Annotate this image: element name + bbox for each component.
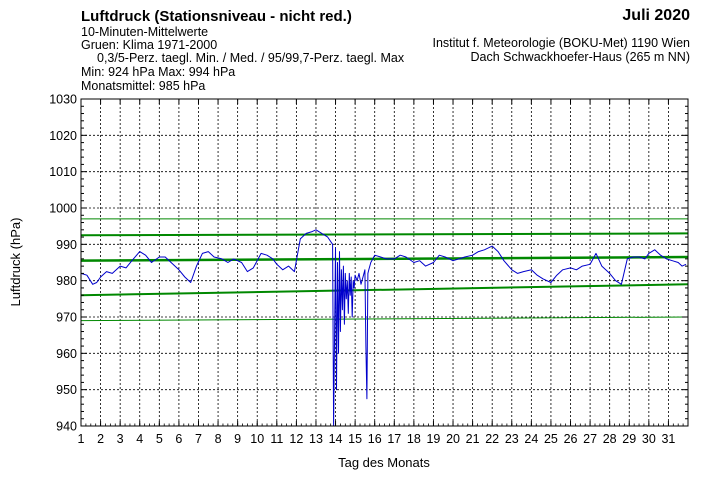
x-tick-label: 8 [215, 432, 222, 446]
chart-subtitle-climate: Gruen: Klima 1971-2000 [81, 38, 218, 52]
y-tick-label: 950 [56, 383, 77, 397]
x-tick-label: 27 [583, 432, 597, 446]
x-axis-title: Tag des Monats [338, 455, 430, 470]
y-tick-label: 1020 [49, 129, 77, 143]
institute-label: Institut f. Meteorologie (BOKU-Met) 1190… [432, 36, 690, 50]
x-tick-label: 17 [387, 432, 401, 446]
chart-grid [81, 99, 688, 426]
monthly-mean-readout: Monatsmittel: 985 hPa [81, 79, 206, 93]
x-tick-label: 28 [603, 432, 617, 446]
x-ticks: 1 2 3 4 5 6 7 8 9 10 11 12 13 14 15 16 17 18 19 20 21 22 23 24 2… [78, 99, 689, 446]
x-tick-label: 26 [564, 432, 578, 446]
min-max-readout: Min: 924 hPa Max: 994 hPa [81, 65, 236, 79]
y-tick-label: 1010 [49, 165, 77, 179]
plot-frame [80, 98, 689, 427]
x-tick-label: 24 [524, 432, 538, 446]
observed-series [80, 229, 687, 427]
x-tick-label: 22 [485, 432, 499, 446]
x-tick-label: 16 [368, 432, 382, 446]
x-tick-label: 14 [329, 432, 343, 446]
climate-line-1 [80, 283, 689, 297]
climate-line-2 [80, 255, 689, 262]
y-tick-label: 1000 [49, 202, 77, 216]
y-tick-label: 970 [56, 311, 77, 325]
x-tick-label: 23 [505, 432, 519, 446]
x-tick-label: 19 [426, 432, 440, 446]
chart-title: Luftdruck (Stationsniveau - nicht red.) [81, 8, 352, 25]
x-tick-label: 25 [544, 432, 558, 446]
x-tick-label: 2 [97, 432, 104, 446]
y-tick-label: 940 [56, 420, 77, 434]
x-tick-label: 15 [348, 432, 362, 446]
x-tick-label: 6 [175, 432, 182, 446]
x-tick-label: 29 [622, 432, 636, 446]
x-tick-label: 12 [289, 432, 303, 446]
x-tick-label: 31 [661, 432, 675, 446]
x-tick-label: 11 [270, 432, 283, 446]
chart-subtitle-percentiles: 0,3/5-Perz. taegl. Min. / Med. / 95/99,7… [97, 51, 405, 65]
x-tick-label: 4 [136, 432, 143, 446]
y-tick-label: 960 [56, 347, 77, 361]
y-axis-title: Luftdruck (hPa) [8, 218, 23, 307]
y-tick-label: 1030 [49, 93, 77, 107]
x-tick-label: 21 [466, 432, 480, 446]
chart-subtitle-interval: 10-Minuten-Mittelwerte [81, 25, 209, 39]
x-tick-label: 20 [446, 432, 460, 446]
x-tick-label: 3 [117, 432, 124, 446]
x-tick-label: 10 [250, 432, 264, 446]
location-label: Dach Schwackhoefer-Haus (265 m NN) [470, 50, 690, 64]
x-tick-label: 30 [642, 432, 656, 446]
x-tick-label: 13 [309, 432, 323, 446]
x-tick-label: 18 [407, 432, 421, 446]
climate-line-3 [80, 232, 689, 237]
x-tick-label: 7 [195, 432, 202, 446]
month-label: Juli 2020 [622, 7, 690, 24]
y-tick-label: 990 [56, 238, 77, 252]
observed-pressure-line [80, 229, 687, 427]
x-tick-label: 9 [234, 432, 241, 446]
y-tick-label: 980 [56, 274, 77, 288]
climate-lines [80, 218, 689, 322]
x-tick-label: 5 [156, 432, 163, 446]
climate-line-0 [80, 316, 689, 322]
y-ticks: 940 950 960 970 980 990 1000 1010 1020 1030 [49, 93, 688, 434]
x-tick-label: 1 [78, 432, 85, 446]
